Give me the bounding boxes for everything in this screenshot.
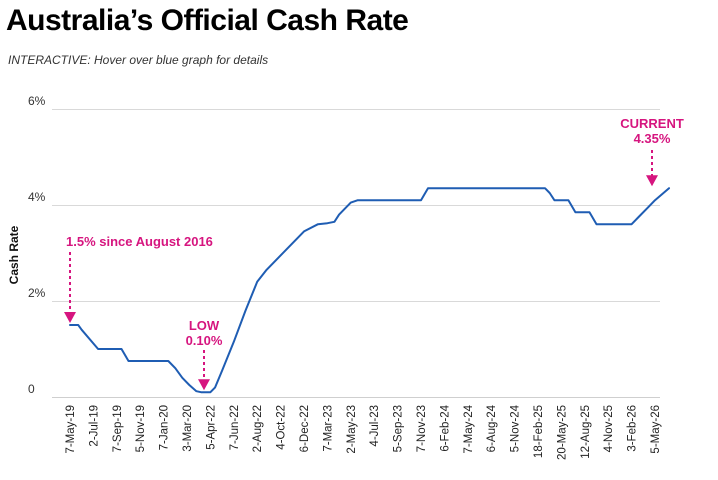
annotation-low: LOW 0.10%	[186, 318, 223, 391]
grid-lines	[52, 109, 660, 398]
annotation-current-label: CURRENT	[620, 116, 684, 131]
y-tick-label: 2%	[28, 286, 46, 300]
x-tick-label: 7-Mar-23	[322, 405, 334, 452]
x-tick-label: 7-Jun-22	[229, 405, 241, 450]
x-tick-label: 7-May-19	[65, 405, 77, 454]
x-tick-label: 2-Jul-19	[88, 405, 100, 447]
page-subtitle: INTERACTIVE: Hover over blue graph for d…	[8, 53, 269, 67]
x-tick-label: 3-Feb-26	[627, 405, 639, 452]
x-tick-labels: 7-May-19 2-Jul-19 7-Sep-19 5-Nov-19 7-Jan-20…	[65, 404, 662, 460]
annotation-since-2016-arrow-head	[64, 312, 76, 323]
annotation-low-arrow-head	[198, 379, 210, 391]
x-tick-label: 4-Nov-25	[603, 405, 615, 452]
x-tick-label: 5-May-26	[650, 405, 662, 454]
x-tick-label: 7-Jan-20	[159, 405, 171, 450]
x-tick-label: 12-Aug-25	[580, 405, 592, 459]
y-axis-label: Cash Rate	[7, 225, 21, 284]
y-tick-label: 6%	[28, 94, 46, 108]
x-tick-label: 6-Aug-24	[486, 404, 498, 452]
cash-rate-line[interactable]	[69, 187, 670, 394]
x-tick-label: 4-Oct-22	[276, 405, 288, 450]
x-tick-label: 7-Sep-19	[112, 405, 124, 452]
x-tick-label: 6-Feb-24	[439, 404, 451, 451]
annotation-low-label: LOW	[189, 318, 220, 333]
x-tick-label: 7-May-24	[463, 404, 475, 453]
annotation-current: CURRENT 4.35%	[620, 116, 684, 187]
annotation-current-arrow-head	[646, 175, 658, 187]
x-tick-label: 3-Mar-20	[182, 405, 194, 452]
annotation-current-value: 4.35%	[634, 131, 671, 146]
x-tick-label: 5-Nov-24	[510, 404, 522, 452]
x-tick-label: 20-May-25	[556, 405, 568, 460]
x-tick-label: 2-Aug-22	[252, 405, 264, 452]
x-tick-label: 4-Jul-23	[369, 405, 381, 447]
annotation-low-value: 0.10%	[186, 333, 223, 348]
x-tick-label: 5-Sep-23	[393, 405, 405, 452]
x-tick-label: 18-Feb-25	[533, 405, 545, 458]
y-tick-labels: 0 2% 4% 6%	[28, 94, 46, 396]
x-tick-label: 6-Dec-22	[299, 405, 311, 452]
annotation-since-2016: 1.5% since August 2016	[64, 234, 213, 323]
x-tick-label: 7-Nov-23	[416, 405, 428, 452]
y-tick-label: 4%	[28, 190, 46, 204]
x-tick-label: 5-Apr-22	[205, 405, 217, 450]
y-tick-label: 0	[28, 382, 35, 396]
page-title: Australia’s Official Cash Rate	[6, 4, 409, 37]
x-tick-label: 5-Nov-19	[135, 405, 147, 452]
x-tick-label: 2-May-23	[346, 405, 358, 454]
annotation-since-2016-label: 1.5% since August 2016	[66, 234, 213, 249]
